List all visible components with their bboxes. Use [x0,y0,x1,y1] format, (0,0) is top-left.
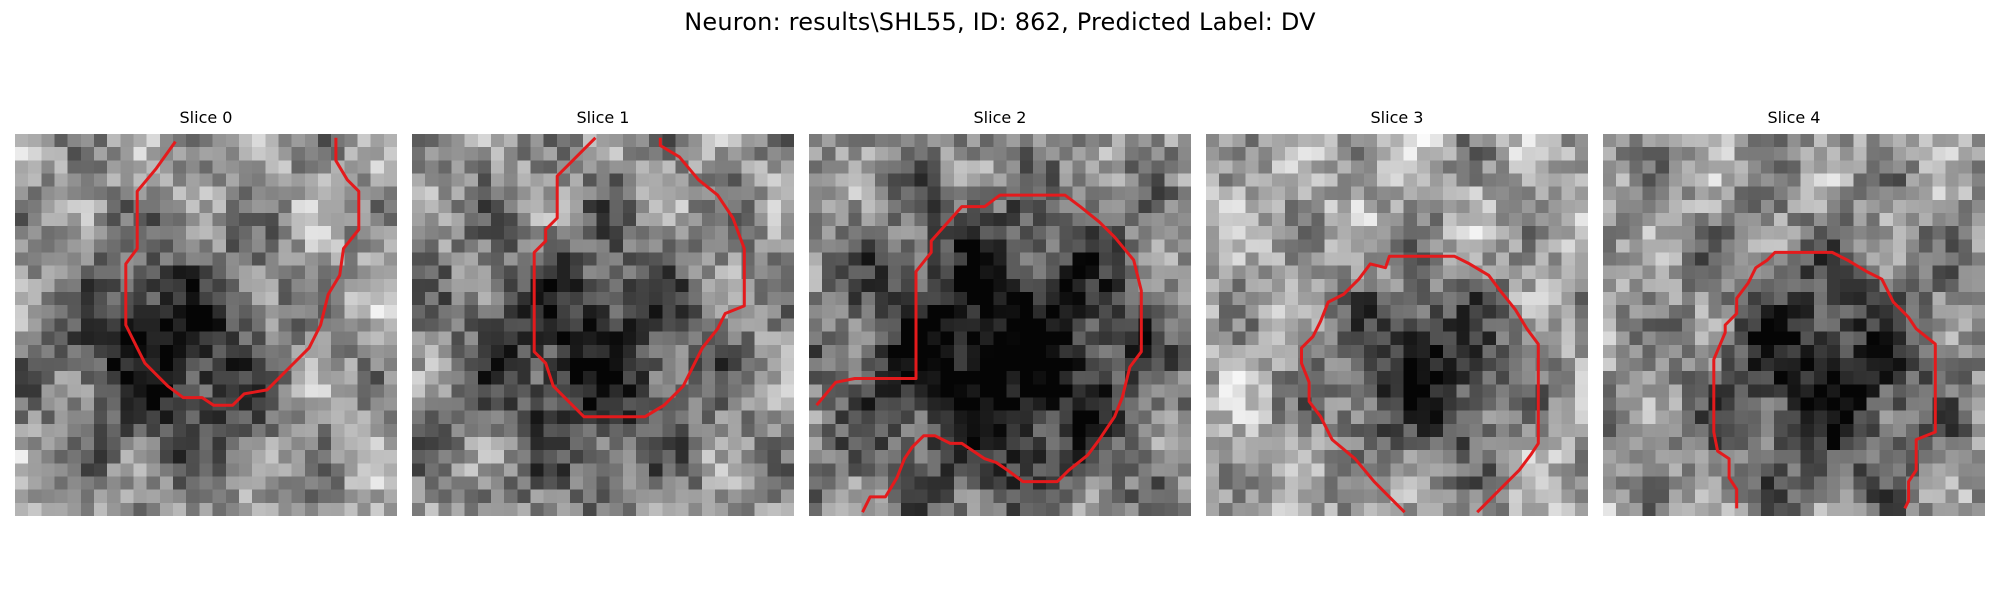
pixel-grid [809,134,1191,516]
pixel-grid [1603,134,1985,516]
slice-image [809,134,1191,516]
slice-title: Slice 4 [1603,108,1985,127]
slice-title: Slice 0 [15,108,397,127]
slice-image [1206,134,1588,516]
slice-image [15,134,397,516]
slice-image [412,134,794,516]
pixel-grid [412,134,794,516]
slice-image [1603,134,1985,516]
pixel-grid [15,134,397,516]
slice-title: Slice 3 [1206,108,1588,127]
slice-title: Slice 2 [809,108,1191,127]
slice-title: Slice 1 [412,108,794,127]
pixel-grid [1206,134,1588,516]
figure-title: Neuron: results\SHL55, ID: 862, Predicte… [0,8,2000,36]
